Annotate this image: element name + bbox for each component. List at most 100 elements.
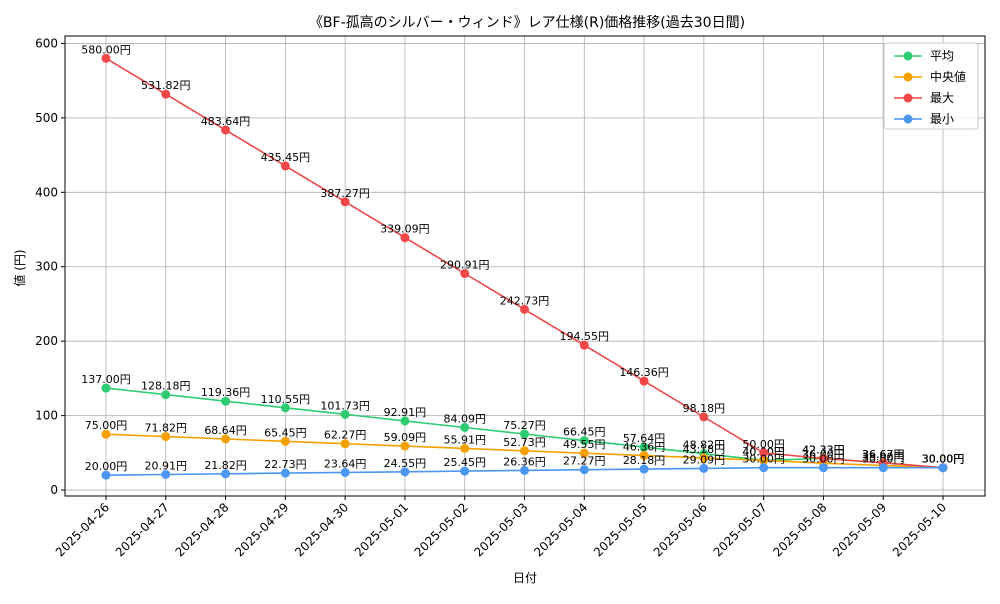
data-point (520, 304, 529, 314)
x-axis-label: 日付 (513, 571, 537, 585)
x-tick-label: 2025-04-30 (292, 500, 351, 559)
data-point (579, 340, 589, 350)
data-point (699, 412, 709, 422)
data-label: 101.73円 (320, 399, 370, 412)
data-point (520, 429, 529, 439)
data-point (161, 469, 171, 479)
data-point (759, 448, 769, 458)
data-point (101, 470, 111, 480)
data-point (639, 376, 649, 386)
data-label: 483.64円 (201, 115, 251, 128)
x-tick-label: 2025-05-01 (352, 500, 411, 559)
data-label: 52.73円 (503, 436, 546, 449)
data-point (400, 441, 410, 451)
data-label: 29.09円 (683, 453, 726, 466)
legend-label: 平均 (930, 49, 954, 63)
data-label: 20.91円 (145, 459, 188, 472)
y-tick-label: 400 (35, 185, 58, 199)
data-label: 66.45円 (563, 426, 606, 439)
x-axis: 2025-04-26 2025-04-27 2025-04-28 2025-04-29… (53, 496, 949, 559)
x-tick-label: 2025-05-09 (830, 500, 889, 559)
data-label: 57.64円 (623, 432, 666, 445)
data-label: 84.09円 (443, 412, 486, 425)
data-label: 65.45円 (264, 426, 307, 439)
legend-label: 中央値 (930, 69, 966, 84)
legend-swatch-marker (903, 93, 913, 103)
data-point (579, 436, 589, 446)
y-tick-label: 300 (35, 260, 58, 274)
x-tick-label: 2025-05-02 (412, 500, 471, 559)
x-tick-label: 2025-05-08 (770, 500, 829, 559)
data-label: 30.00円 (802, 453, 845, 466)
y-tick-label: 500 (35, 111, 58, 125)
data-label: 30.00円 (862, 453, 905, 466)
data-label: 20.00円 (85, 460, 128, 473)
data-label: 194.55円 (560, 330, 610, 343)
x-tick-label: 2025-04-28 (172, 500, 231, 559)
grid (65, 36, 985, 496)
data-label: 62.27円 (324, 429, 367, 442)
data-point (101, 429, 111, 439)
data-point (818, 454, 828, 464)
x-tick-label: 2025-05-05 (591, 500, 650, 559)
legend-label: 最大 (930, 91, 954, 105)
data-label: 42.33円 (802, 444, 845, 457)
data-label: 30.00円 (922, 453, 965, 466)
y-tick-label: 0 (50, 483, 58, 497)
data-label: 75.27円 (503, 419, 546, 432)
data-label: 43.18円 (683, 443, 726, 456)
series-1: 137.00円 128.18円 119.36円 110.55円 101.73円 92.91… (81, 373, 965, 473)
data-label: 46.36円 (623, 441, 666, 454)
data-point (460, 466, 470, 476)
y-tick-label: 100 (35, 409, 58, 423)
x-tick-label: 2025-05-03 (471, 500, 530, 559)
data-label: 30.00円 (922, 453, 965, 466)
data-label: 49.55円 (563, 438, 606, 451)
data-label: 48.82円 (683, 439, 726, 452)
data-label: 36.67円 (862, 448, 905, 461)
x-tick-label: 2025-05-10 (890, 500, 949, 559)
data-label: 27.27円 (563, 455, 606, 468)
data-point (101, 383, 111, 393)
data-point (639, 451, 649, 461)
data-label: 290.91円 (440, 259, 490, 272)
data-label: 68.64円 (204, 424, 247, 437)
data-point (101, 53, 111, 63)
data-point (280, 403, 290, 413)
data-point (938, 463, 948, 473)
data-label: 435.45円 (261, 151, 311, 164)
data-point (400, 416, 410, 426)
data-point (340, 197, 350, 207)
data-point (400, 233, 410, 243)
legend-label: 最小 (930, 112, 954, 126)
chart-title: 《BF-孤高のシルバー・ウィンド》レア仕様(R)価格推移(過去30日間) (309, 14, 745, 31)
data-point (280, 161, 290, 171)
data-point (340, 409, 350, 419)
data-label: 30.00円 (922, 453, 965, 466)
data-point (759, 455, 769, 465)
data-label: 50.00円 (742, 438, 785, 451)
data-point (460, 422, 470, 432)
data-label: 71.82円 (145, 422, 188, 435)
data-label: 75.00円 (85, 419, 128, 432)
x-tick-label: 2025-04-29 (232, 500, 291, 559)
data-label: 28.18円 (623, 454, 666, 467)
data-label: 531.82円 (141, 79, 191, 92)
data-label: 36.67円 (862, 448, 905, 461)
data-point (161, 89, 171, 99)
data-label: 21.82円 (204, 459, 247, 472)
data-point (460, 443, 470, 453)
data-label: 59.09円 (384, 431, 427, 444)
y-axis: 0 100 200 300 400 500 600 (35, 36, 65, 497)
data-label: 119.36円 (201, 386, 251, 399)
data-label: 580.00円 (81, 43, 131, 56)
data-point (639, 464, 649, 474)
data-label: 339.09円 (380, 223, 430, 236)
data-point (579, 448, 589, 458)
x-tick-label: 2025-05-04 (531, 500, 590, 559)
data-label: 33.00円 (862, 450, 905, 463)
data-label: 55.91円 (443, 433, 486, 446)
series-3: 580.00円 531.82円 483.64円 435.45円 387.27円 339.0… (81, 43, 964, 473)
